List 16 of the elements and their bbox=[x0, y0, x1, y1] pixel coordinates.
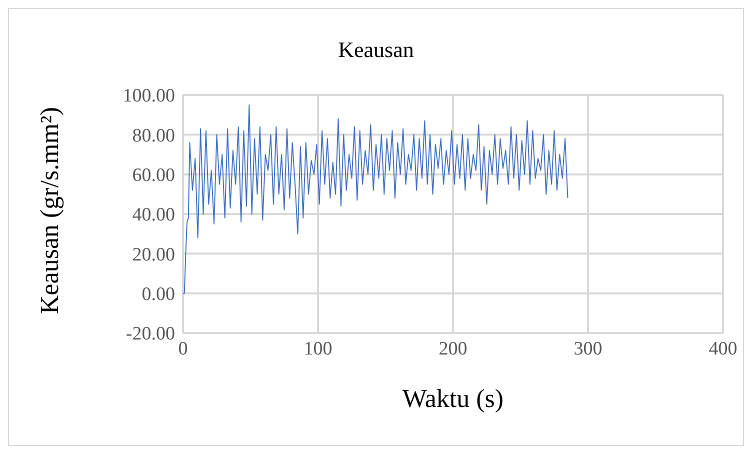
chart-title: Keausan bbox=[337, 37, 415, 63]
x-tick-label: 300 bbox=[574, 338, 602, 360]
y-tick-label: 100.00 bbox=[122, 86, 175, 107]
y-tick-label: 40.00 bbox=[132, 204, 175, 226]
x-tick-label: 200 bbox=[438, 338, 468, 360]
y-tick-label: 20.00 bbox=[132, 244, 175, 266]
y-tick-label: -20.00 bbox=[126, 324, 175, 345]
line-series bbox=[183, 104, 568, 294]
x-tick-label: 400 bbox=[708, 338, 738, 360]
y-tick-label: 0.00 bbox=[142, 284, 175, 306]
y-axis-title: Keausan (gr/s.mm²) bbox=[35, 106, 64, 314]
y-tick-label: 60.00 bbox=[132, 165, 175, 186]
y-tick-label: 80.00 bbox=[132, 125, 175, 146]
x-axis-title: Waktu (s) bbox=[402, 384, 504, 413]
x-tick-label: 100 bbox=[304, 338, 332, 360]
x-tick-label: 0 bbox=[178, 338, 188, 360]
